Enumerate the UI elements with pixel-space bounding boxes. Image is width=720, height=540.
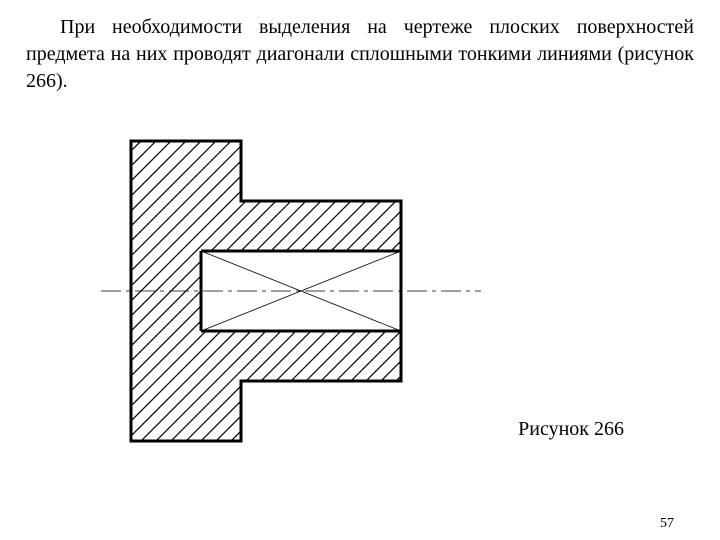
body-paragraph: При необходимости выделения на чертеже п… [26,14,694,95]
page: При необходимости выделения на чертеже п… [0,0,720,540]
page-number: 57 [660,516,674,532]
figure-caption: Рисунок 266 [518,418,624,441]
section-hatch [81,111,501,451]
figure-block: Рисунок 266 [26,101,694,481]
section-drawing [81,111,501,451]
